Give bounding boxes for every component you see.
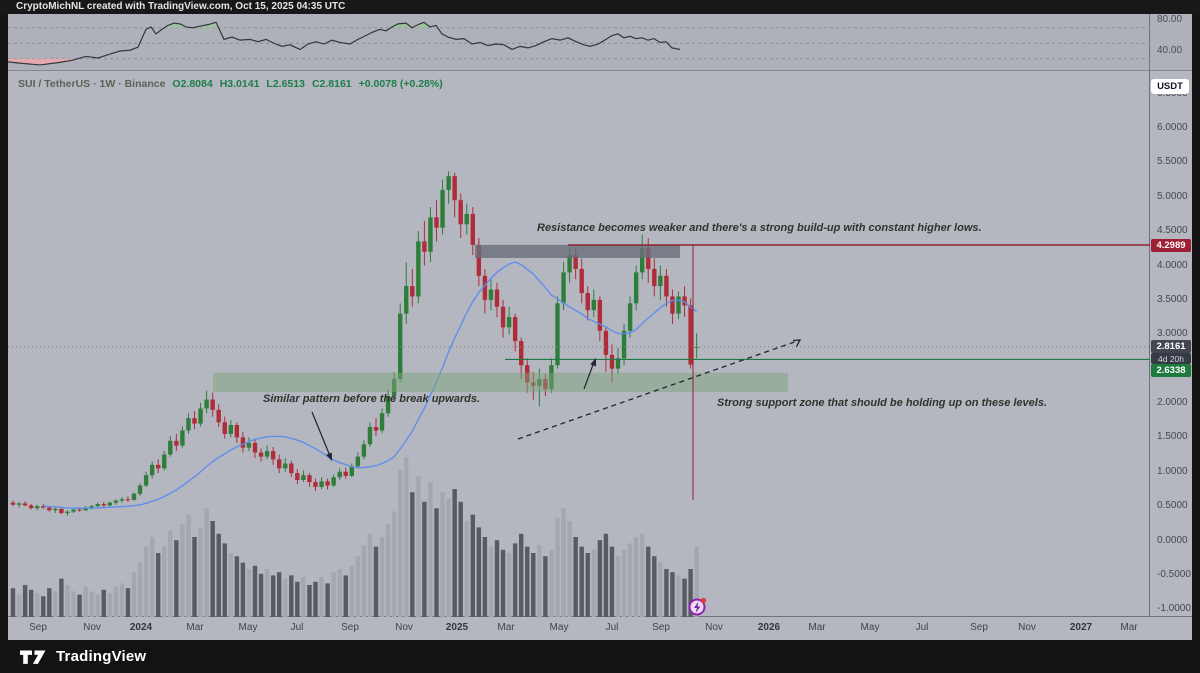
time-tick-label: Nov	[395, 622, 413, 633]
chart-area	[8, 14, 1192, 640]
time-tick-label: May	[549, 622, 569, 633]
last-price-badge: 2.8161	[1151, 340, 1191, 353]
price-tick-label: 5.5000	[1157, 156, 1188, 168]
time-tick-label: 2027	[1069, 622, 1093, 633]
ohlc-value: H3.0141	[219, 78, 260, 90]
change-value: +0.0078 (+0.28%)	[358, 78, 443, 90]
tradingview-logo-icon	[20, 650, 46, 664]
price-tick-label: 4.0000	[1157, 259, 1188, 271]
time-tick-label: Mar	[808, 622, 826, 633]
ohlc-values: O2.8084 H3.0141 L2.6513 C2.8161 +0.0078 (+0.…	[165, 78, 442, 90]
resistance-price-badge: 4.2989	[1151, 239, 1191, 252]
ohlc-value: C2.8161	[311, 78, 352, 90]
time-tick-label: Jul	[915, 622, 929, 633]
annotation-resistance: Resistance becomes weaker and there's a …	[537, 222, 982, 234]
time-tick-label: Mar	[186, 622, 204, 633]
price-tick-label: 2.0000	[1157, 397, 1188, 408]
time-tick-label: Mar	[1120, 622, 1138, 633]
rsi-tick-label: 80.00	[1157, 14, 1183, 25]
price-tick-label: -0.5000	[1157, 568, 1191, 580]
support-price-badge: 2.6338	[1151, 364, 1191, 377]
time-tick-label: Sep	[29, 622, 47, 633]
price-tick-label: -1.0000	[1157, 603, 1191, 615]
time-tick-label: Jul	[290, 622, 304, 633]
price-tick-label: 3.0000	[1157, 328, 1188, 340]
rsi-pane	[8, 14, 1192, 71]
watermark-text: CryptoMichNL created with TradingView.co…	[16, 1, 346, 12]
time-tick-label: Sep	[341, 622, 359, 633]
ohlc-value: O2.8084	[172, 78, 213, 90]
time-tick-label: Sep	[652, 622, 670, 633]
price-tick-label: 1.5000	[1157, 431, 1188, 443]
price-tick-label: 0.5000	[1157, 500, 1188, 512]
time-tick-label: May	[860, 622, 880, 633]
annotation-support: Strong support zone that should be holdi…	[717, 397, 1048, 409]
time-tick-label: Nov	[705, 622, 723, 633]
symbol-info-row: SUI / TetherUS · 1W · Binance O2.8084 H3.0…	[18, 78, 443, 90]
price-tick-label: 1.0000	[1157, 465, 1188, 477]
time-tick-label: 2025	[445, 622, 469, 633]
time-tick-label: Sep	[970, 622, 988, 633]
bar-countdown-badge: 4d 20h	[1151, 353, 1191, 364]
rsi-tick-label: 40.00	[1157, 45, 1183, 56]
time-tick-label: 2024	[129, 622, 153, 633]
price-tick-label: 6.0000	[1157, 122, 1188, 133]
price-tick-label: 4.5000	[1157, 225, 1188, 237]
price-tick-label: 5.0000	[1157, 190, 1188, 202]
time-tick-label: Mar	[497, 622, 515, 633]
time-tick-label: Jul	[605, 622, 619, 633]
time-tick-label: Nov	[1018, 622, 1036, 633]
symbol-title: SUI / TetherUS · 1W · Binance	[18, 78, 166, 90]
price-tick-label: 0.0000	[1157, 534, 1188, 546]
annotation-pattern: Similar pattern before the break upwards…	[263, 393, 481, 405]
ohlc-value: L2.6513	[266, 78, 305, 90]
tradingview-wordmark: TradingView	[56, 648, 147, 665]
currency-toggle-button[interactable]: USDT	[1151, 79, 1189, 94]
tradingview-footer: TradingView	[0, 640, 1200, 673]
price-tick-label: 3.5000	[1157, 293, 1188, 305]
time-tick-label: May	[238, 622, 258, 633]
time-tick-label: Nov	[83, 622, 101, 633]
time-tick-label: 2026	[757, 622, 781, 633]
watermark-bar: CryptoMichNL created with TradingView.co…	[0, 0, 1200, 14]
price-axis-scale[interactable]	[1149, 14, 1192, 617]
